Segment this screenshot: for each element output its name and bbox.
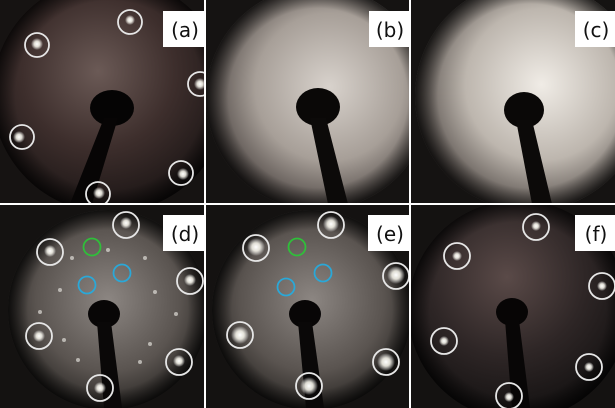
- electron-gun-shadow: [289, 300, 321, 328]
- panel-c: (c): [410, 0, 615, 204]
- spot-marker-ring: [187, 71, 205, 97]
- panel-label-box: [575, 11, 615, 47]
- diffraction-spot: [584, 362, 594, 372]
- spot-markers: [25, 211, 204, 402]
- spot-marker-ring: [522, 213, 550, 241]
- panel-label: (a): [171, 18, 199, 42]
- panel-a: (a): [0, 0, 205, 204]
- spot-marker-ring: [86, 374, 114, 402]
- panel-b: (b): [205, 0, 410, 204]
- panel-d: (d): [0, 204, 205, 408]
- diffraction-spot: [93, 187, 105, 199]
- diffraction-spot: [387, 266, 405, 284]
- diffraction-spot: [323, 216, 339, 232]
- diffraction-spot: [44, 245, 56, 257]
- spot-marker-ring: [317, 211, 345, 239]
- electron-gun-shadow: [296, 88, 340, 126]
- spot-marker-ring: [443, 242, 471, 270]
- gun-arm-shadow: [310, 118, 348, 204]
- faint-superstructure-spots: [38, 248, 178, 374]
- diffraction-spot: [452, 251, 462, 261]
- spot-marker-ring: [168, 160, 194, 186]
- spot-marker-ring: [226, 321, 254, 349]
- diffraction-spot: [177, 168, 189, 180]
- diffraction-spots: [33, 217, 196, 394]
- diffraction-spot: [377, 353, 395, 371]
- diffraction-spot: [120, 217, 132, 229]
- spot-marker-ring: [242, 234, 270, 262]
- spot-marker-ring: [495, 382, 523, 408]
- diffraction-spot: [597, 281, 607, 291]
- diffraction-spot: [531, 221, 541, 231]
- diffraction-spot: [439, 336, 449, 346]
- electron-gun-shadow: [496, 298, 528, 326]
- spot-marker-ring: [588, 272, 615, 300]
- spot-marker-ring: [112, 211, 140, 239]
- blue-marker-ring: [313, 263, 333, 283]
- diffraction-spot: [33, 330, 45, 342]
- diffraction-spot: [184, 274, 196, 286]
- spot-marker-ring: [295, 372, 323, 400]
- diffraction-spot: [173, 355, 185, 367]
- panel-f: (f): [410, 204, 615, 408]
- spot-marker-ring: [117, 9, 143, 35]
- spot-marker-ring: [165, 348, 193, 376]
- diffraction-spots: [439, 221, 607, 402]
- diffraction-spots: [13, 15, 205, 199]
- diffraction-spot: [13, 131, 25, 143]
- diffraction-spot: [194, 78, 205, 90]
- green-marker-ring: [287, 237, 307, 257]
- electron-gun-shadow: [504, 92, 544, 128]
- diffraction-spot: [504, 392, 514, 402]
- spot-marker-ring: [25, 322, 53, 350]
- spot-marker-ring: [575, 353, 603, 381]
- diffraction-spot: [125, 15, 135, 25]
- gun-arm-shadow: [505, 320, 530, 408]
- diffraction-spot: [231, 326, 249, 344]
- blue-marker-ring: [77, 275, 97, 295]
- blue-marker-ring: [112, 263, 132, 283]
- diffraction-spot: [247, 238, 265, 256]
- spot-marker-ring: [176, 267, 204, 295]
- spot-marker-ring: [430, 327, 458, 355]
- spot-marker-ring: [24, 32, 50, 58]
- gun-arm-shadow: [516, 120, 552, 204]
- panel-label: (c): [583, 18, 610, 42]
- panel-label: (e): [376, 222, 404, 246]
- spot-markers: [430, 213, 615, 408]
- panel-label-box: [163, 215, 205, 251]
- panel-label-box: [369, 11, 410, 47]
- electron-gun-shadow: [90, 90, 134, 126]
- spot-marker-ring: [372, 348, 400, 376]
- gun-arm-shadow: [70, 118, 118, 204]
- panel-label-box: [163, 11, 205, 47]
- panel-label: (d): [171, 222, 199, 246]
- green-marker-ring: [82, 237, 102, 257]
- panel-e: (e): [205, 204, 410, 408]
- spot-markers: [9, 9, 205, 204]
- panel-label-box: [575, 215, 615, 251]
- panel-label: (f): [585, 222, 608, 246]
- diffraction-spot: [31, 38, 43, 50]
- spot-marker-ring: [85, 181, 111, 204]
- diffraction-spot: [300, 377, 318, 395]
- spot-markers: [226, 211, 410, 400]
- spot-marker-ring: [9, 124, 35, 150]
- panel-label-box: [368, 215, 410, 251]
- diffraction-spots: [231, 216, 405, 395]
- blue-marker-ring: [276, 277, 296, 297]
- spot-marker-ring: [36, 238, 64, 266]
- electron-gun-shadow: [88, 300, 120, 328]
- panel-label: (b): [376, 18, 404, 42]
- diffraction-spot: [94, 382, 106, 394]
